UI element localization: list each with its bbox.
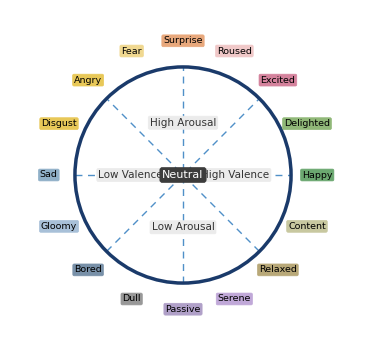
Text: Disgust: Disgust <box>41 119 77 128</box>
Text: Relaxed: Relaxed <box>259 265 297 274</box>
Text: Delighted: Delighted <box>284 119 330 128</box>
Text: Serene: Serene <box>218 294 251 303</box>
Text: Content: Content <box>288 222 326 231</box>
Text: Neutral: Neutral <box>162 170 204 180</box>
Text: Dull: Dull <box>122 294 141 303</box>
Text: Low Valence: Low Valence <box>98 170 163 180</box>
Text: Low Arousal: Low Arousal <box>152 222 214 232</box>
Text: Angry: Angry <box>74 76 102 85</box>
Text: Roused: Roused <box>217 47 252 56</box>
Text: Surprise: Surprise <box>163 36 203 45</box>
Text: Happy: Happy <box>302 170 332 180</box>
Text: Gloomy: Gloomy <box>41 222 77 231</box>
Text: Fear: Fear <box>122 47 142 56</box>
Text: Passive: Passive <box>165 305 201 314</box>
Text: High Valence: High Valence <box>201 170 269 180</box>
Text: Bored: Bored <box>74 265 102 274</box>
Text: Sad: Sad <box>40 170 58 180</box>
Text: High Arousal: High Arousal <box>150 118 216 128</box>
Text: Excited: Excited <box>261 76 295 85</box>
